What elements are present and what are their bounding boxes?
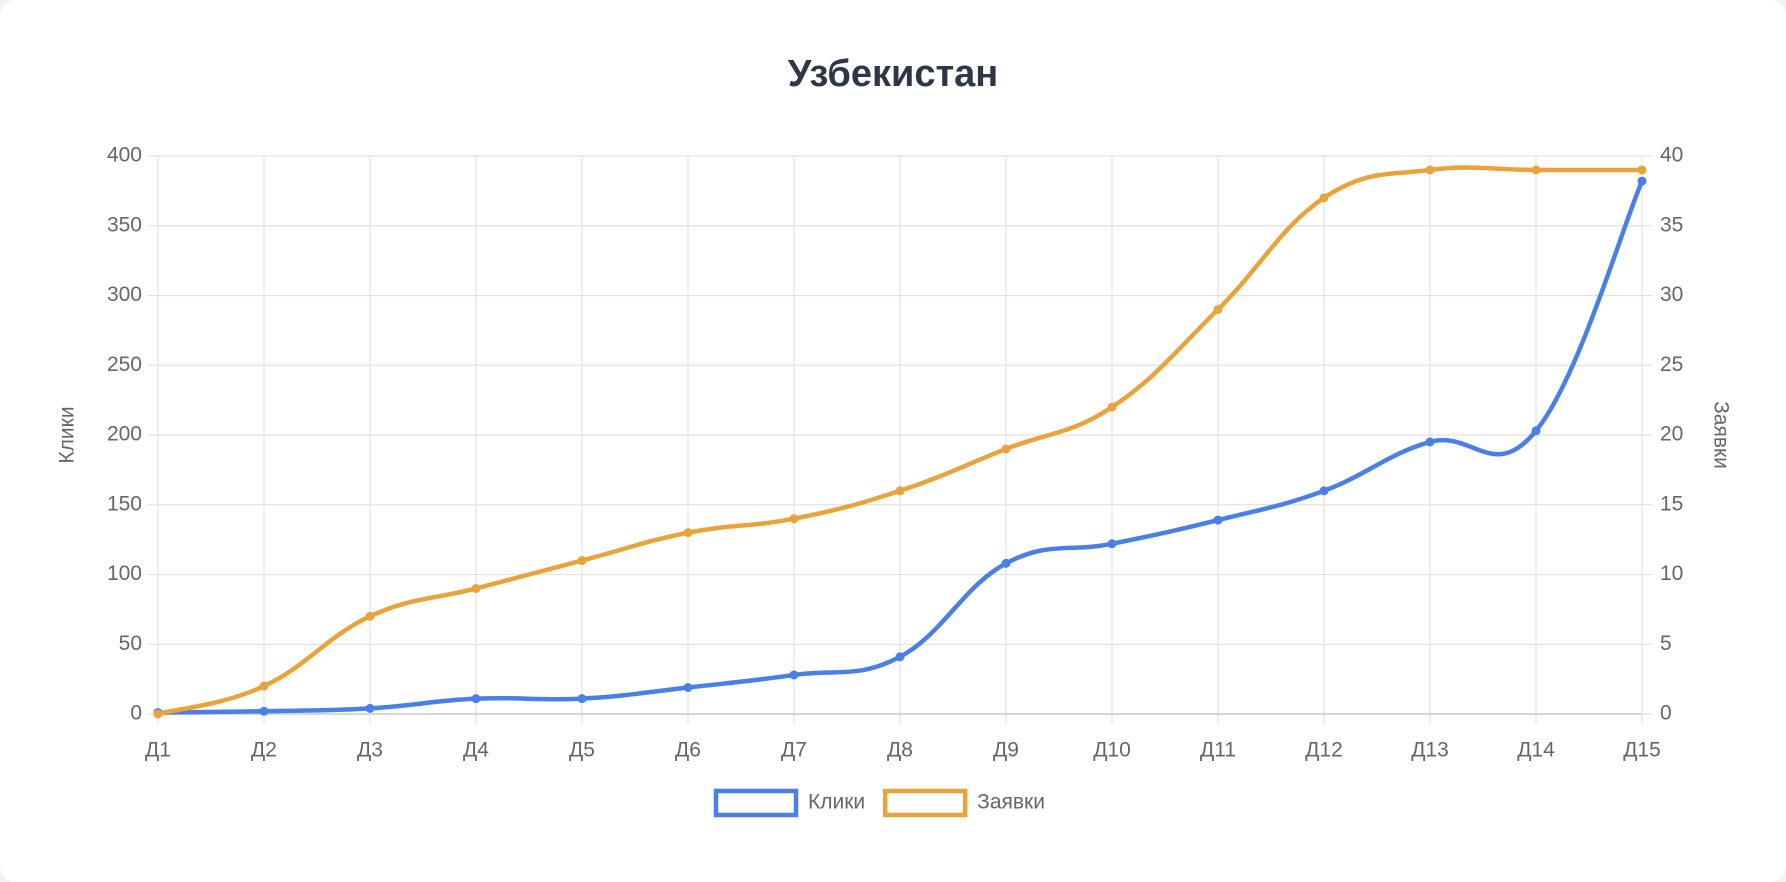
y-tick-label: 150 (107, 492, 142, 515)
point (1213, 304, 1223, 314)
x-tick-label: Д2 (251, 739, 277, 762)
x-tick-label: Д7 (781, 739, 807, 762)
point (1107, 402, 1117, 412)
legend-swatch (713, 788, 799, 818)
x-tick-label: Д14 (1517, 739, 1555, 762)
y2-tick-label: 0 (1660, 702, 1672, 725)
point (577, 556, 587, 566)
y2-tick-label: 25 (1660, 353, 1683, 376)
point (895, 652, 905, 662)
y-tick-label: 0 (130, 702, 142, 725)
y2-tick-label: 10 (1660, 562, 1683, 585)
line (157, 180, 1645, 715)
x-tick-label: Д12 (1305, 739, 1343, 762)
point (1001, 444, 1011, 454)
y2-tick-label: 35 (1660, 213, 1683, 236)
point (1001, 558, 1011, 568)
point (789, 514, 799, 524)
point (153, 709, 163, 719)
legend-label: Заявки (977, 791, 1045, 814)
y2-tick-label: 5 (1660, 632, 1672, 655)
x-tick-label: Д3 (357, 739, 383, 762)
y2-tick-label: 30 (1660, 283, 1683, 306)
point (1319, 193, 1329, 203)
x-tick-label: Д8 (887, 739, 913, 762)
y-tick-label: 400 (107, 144, 142, 167)
x-tick-label: Д6 (675, 739, 701, 762)
point (471, 694, 481, 704)
y2-tick-label: 15 (1660, 492, 1683, 515)
line (157, 165, 1642, 717)
point (1107, 539, 1117, 549)
x-tick-label: Д10 (1093, 739, 1131, 762)
y2-tick-label: 40 (1660, 144, 1683, 167)
point (365, 611, 375, 621)
x-tick-label: Д5 (569, 739, 595, 762)
point (1637, 165, 1647, 175)
point (683, 682, 693, 692)
y2-tick-label: 20 (1660, 423, 1683, 446)
x-tick-label: Д11 (1200, 739, 1236, 762)
y-tick-label: 300 (107, 283, 142, 306)
y-tick-label: 200 (107, 423, 142, 446)
x-tick-label: Д4 (463, 739, 489, 762)
x-tick-label: Д13 (1411, 739, 1449, 762)
point (1637, 176, 1647, 186)
point (1531, 165, 1541, 175)
x-tick-label: Д1 (145, 739, 171, 762)
point (683, 528, 693, 538)
x-tick-label: Д15 (1623, 739, 1661, 762)
y-tick-label: 100 (107, 562, 142, 585)
point (789, 670, 799, 680)
point (577, 694, 587, 704)
legend-swatch (882, 788, 968, 818)
point (1425, 437, 1435, 447)
chart-title: Узбекистан (788, 53, 999, 95)
y-tick-label: 250 (107, 353, 142, 376)
point (259, 681, 269, 691)
y-tick-label: 350 (107, 213, 142, 236)
y2-axis-title: Заявки (1709, 401, 1732, 469)
point (1213, 515, 1223, 525)
point (259, 706, 269, 716)
point (471, 583, 481, 593)
point (1531, 426, 1541, 436)
legend-label: Клики (808, 791, 865, 814)
y-tick-label: 50 (119, 632, 142, 655)
point (895, 486, 905, 496)
point (365, 703, 375, 713)
x-tick-label: Д9 (993, 739, 1019, 762)
y-axis-title: Клики (56, 406, 79, 463)
point (1319, 486, 1329, 496)
point (1425, 165, 1435, 175)
